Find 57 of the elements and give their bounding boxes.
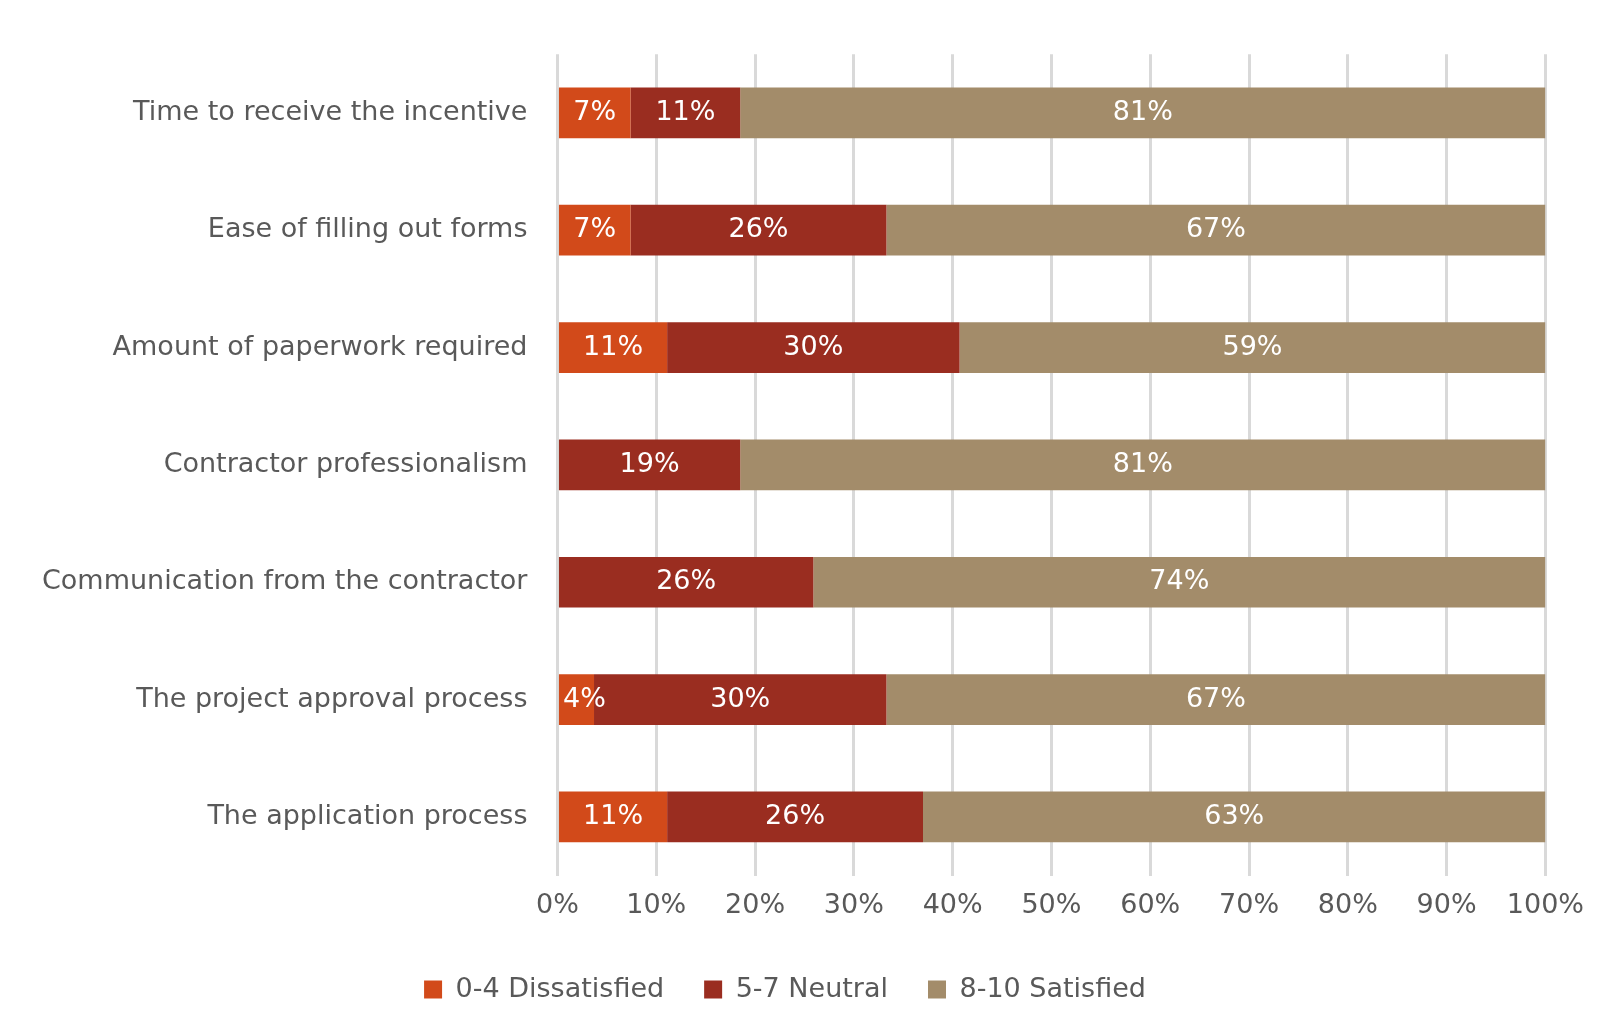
bar [886,674,1546,725]
y-tick-label: The application process [206,798,528,830]
x-tick-label: 10% [626,887,687,919]
x-tick-label: 50% [1021,887,1082,919]
bar [630,87,741,139]
x-tick-label: 60% [1120,887,1181,919]
x-tick-label: 90% [1416,887,1477,919]
data-label: 26% [728,212,789,244]
legend-label: 8-10 Satisfied [959,971,1146,1003]
bar [886,204,1546,256]
data-label: 11% [655,94,716,126]
x-tick-label: 30% [823,887,884,919]
x-tick-label: 40% [922,887,983,919]
data-label: 26% [765,798,826,830]
x-tick-label: 0% [536,887,579,919]
data-label: 11% [583,798,644,830]
bar [667,791,923,843]
bar [923,791,1546,843]
y-tick-label: The project approval process [135,681,528,713]
bar [740,439,1546,491]
bar [740,87,1546,139]
y-tick-label: Amount of paperwork required [112,329,528,361]
bar [558,439,741,491]
bar [558,556,814,608]
data-label: 11% [583,329,644,361]
bar [959,322,1546,373]
data-label: 30% [783,329,844,361]
legend-label: 0-4 Dissatisfied [455,971,665,1003]
bar [558,204,631,256]
bar [630,204,887,256]
data-label: 30% [710,681,771,713]
y-tick-label: Time to receive the incentive [132,94,528,126]
data-label: 7% [573,212,617,244]
bar [813,556,1546,608]
data-label: 67% [1185,681,1246,713]
bar [558,322,668,373]
legend-label: 5-7 Neutral [735,971,888,1003]
bar [558,87,631,139]
data-label: 74% [1149,564,1210,596]
y-tick-label: Contractor professionalism [163,446,528,478]
y-tick-label: Ease of filling out forms [207,212,528,244]
data-label: 81% [1112,446,1173,478]
x-tick-label: 80% [1317,887,1378,919]
data-label: 59% [1222,329,1283,361]
y-tick-label: Communication from the contractor [41,564,529,596]
data-label: 81% [1112,94,1173,126]
x-tick-label: 70% [1219,887,1280,919]
data-label: 4% [562,681,606,713]
data-label: 26% [656,564,717,596]
x-tick-label: 100% [1506,887,1585,919]
data-label: 67% [1185,212,1246,244]
data-label: 19% [619,446,680,478]
data-label: 63% [1204,798,1265,830]
bar [667,322,960,373]
x-tick-label: 20% [725,887,786,919]
bar [558,791,668,843]
data-label: 7% [573,94,617,126]
